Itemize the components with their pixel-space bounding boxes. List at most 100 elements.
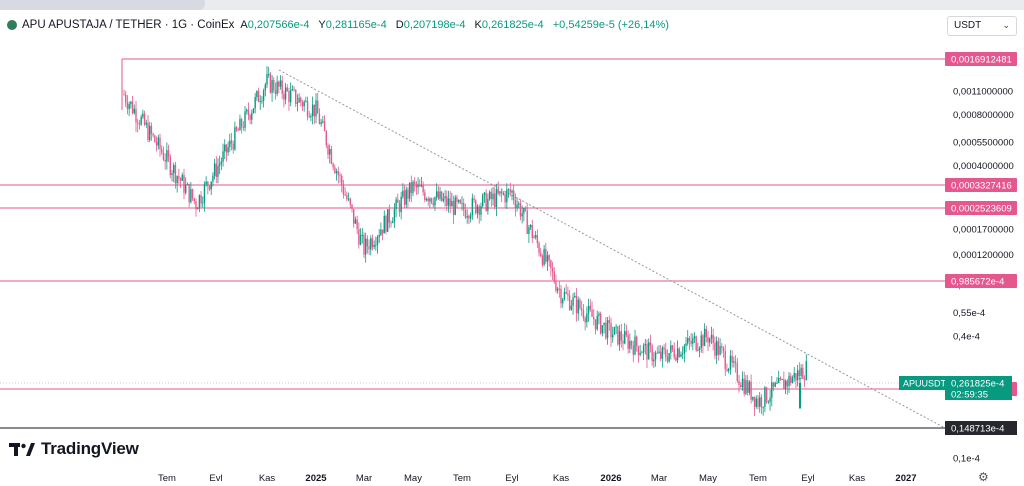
- candle-body: [125, 94, 127, 103]
- candle-body: [425, 198, 428, 201]
- candle-body: [344, 194, 346, 196]
- candle-body: [185, 184, 187, 193]
- candle-body: [596, 315, 598, 330]
- candle-body: [283, 93, 285, 100]
- candle-body: [605, 322, 607, 339]
- candle-body: [676, 348, 679, 361]
- candle-body: [166, 150, 168, 162]
- time-tick-label: May: [404, 473, 422, 484]
- candle-body: [504, 193, 506, 203]
- candle-body: [548, 255, 550, 261]
- candle-body: [353, 208, 355, 224]
- price-tick-label: 0,0001700000: [953, 224, 1014, 235]
- candle-body: [661, 347, 664, 359]
- candle-body: [442, 198, 445, 201]
- candle-body: [169, 156, 171, 176]
- candle-body: [712, 334, 714, 343]
- price-tick-label: 0,55e-4: [953, 308, 985, 319]
- candle-body: [356, 219, 358, 229]
- browser-tab-strip: [0, 0, 1024, 10]
- candle-body: [553, 271, 555, 282]
- candle-body: [750, 381, 752, 400]
- candle-body: [757, 398, 759, 407]
- candle-body: [805, 361, 807, 380]
- level-tag-label: 0,0002523609: [951, 204, 1012, 215]
- price-tick-label: 0,0001200000: [953, 250, 1014, 261]
- candle-body: [415, 183, 418, 188]
- candle-body: [673, 349, 675, 358]
- candle-body: [500, 191, 503, 195]
- candle-body: [380, 229, 382, 236]
- candle-body: [246, 109, 248, 112]
- currency-select[interactable]: USDT ⌄: [947, 16, 1017, 36]
- candle-body: [692, 338, 694, 344]
- candle-body: [714, 342, 716, 356]
- candle-body: [437, 191, 440, 199]
- candle-body: [687, 338, 689, 344]
- candle-body: [562, 299, 564, 304]
- candle-body: [762, 406, 764, 408]
- candle-body: [649, 342, 652, 346]
- candle-body: [476, 206, 479, 214]
- symbol-title[interactable]: APU APUSTAJA / TETHER · 1G · CoinEx: [22, 19, 235, 31]
- candle-body: [698, 348, 701, 351]
- candle-body: [269, 73, 272, 93]
- tradingview-logo: TradingView: [9, 439, 139, 459]
- candle-body: [593, 316, 595, 320]
- candle-body: [190, 189, 192, 203]
- candle-body: [196, 208, 199, 210]
- candle-body: [140, 116, 142, 125]
- candle-body: [254, 97, 256, 109]
- candle-body: [222, 151, 224, 162]
- candles: [123, 66, 807, 417]
- candle-body: [358, 228, 360, 245]
- candle-body: [668, 353, 670, 362]
- currency-label: USDT: [954, 20, 982, 31]
- candle-body: [485, 192, 487, 211]
- level-tag-label: 0,0016912481: [951, 55, 1012, 66]
- candle-body: [759, 397, 761, 407]
- candle-body: [543, 248, 545, 265]
- candle-body: [565, 291, 567, 294]
- candle-body: [594, 319, 597, 330]
- candle-body: [512, 190, 515, 200]
- candle-body: [608, 320, 610, 323]
- candle-body: [150, 125, 153, 134]
- ohlc-change: +0,54259e-5 (+26,14%): [552, 19, 669, 31]
- symbol-logo-icon: [7, 20, 17, 30]
- candle-body: [727, 368, 730, 371]
- candle-body: [509, 189, 511, 193]
- candle-body: [281, 80, 283, 94]
- candle-body: [446, 196, 448, 206]
- candle-body: [288, 91, 290, 103]
- chart-header: APU APUSTAJA / TETHER · 1G · CoinEx A0,2…: [0, 14, 900, 36]
- candle-body: [200, 195, 202, 204]
- candle-body: [461, 203, 463, 204]
- candle-body: [636, 336, 638, 347]
- candle-body: [603, 322, 605, 326]
- candle-body: [518, 203, 520, 205]
- candle-body: [230, 140, 233, 144]
- candle-body: [434, 197, 436, 206]
- candle-body: [303, 101, 305, 107]
- candle-body: [256, 91, 258, 98]
- gear-icon[interactable]: ⚙: [978, 470, 989, 484]
- browser-tab[interactable]: [0, 0, 205, 10]
- candle-body: [488, 191, 491, 200]
- candle-body: [606, 320, 609, 339]
- candle-body: [376, 237, 379, 245]
- time-tick-label: Tem: [453, 473, 471, 484]
- candle-body: [178, 176, 180, 179]
- candle-body: [546, 255, 549, 262]
- time-tick-label: Kas: [553, 473, 570, 484]
- candle-body: [138, 123, 141, 125]
- candle-body: [769, 397, 771, 402]
- candle-body: [545, 248, 547, 262]
- candle-body: [502, 193, 505, 195]
- candle-body: [397, 199, 399, 203]
- candle-body: [444, 196, 446, 199]
- countdown-label: 02:59:35: [951, 390, 988, 401]
- candle-body: [783, 379, 785, 390]
- time-axis: Tem Evl Kas 2025 Mar May Tem Eyl Kas 2026 Mar May Te…: [158, 473, 917, 484]
